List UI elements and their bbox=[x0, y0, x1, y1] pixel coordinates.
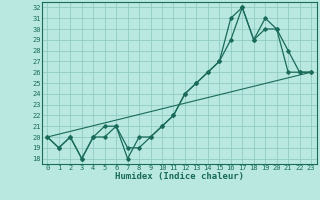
X-axis label: Humidex (Indice chaleur): Humidex (Indice chaleur) bbox=[115, 172, 244, 181]
